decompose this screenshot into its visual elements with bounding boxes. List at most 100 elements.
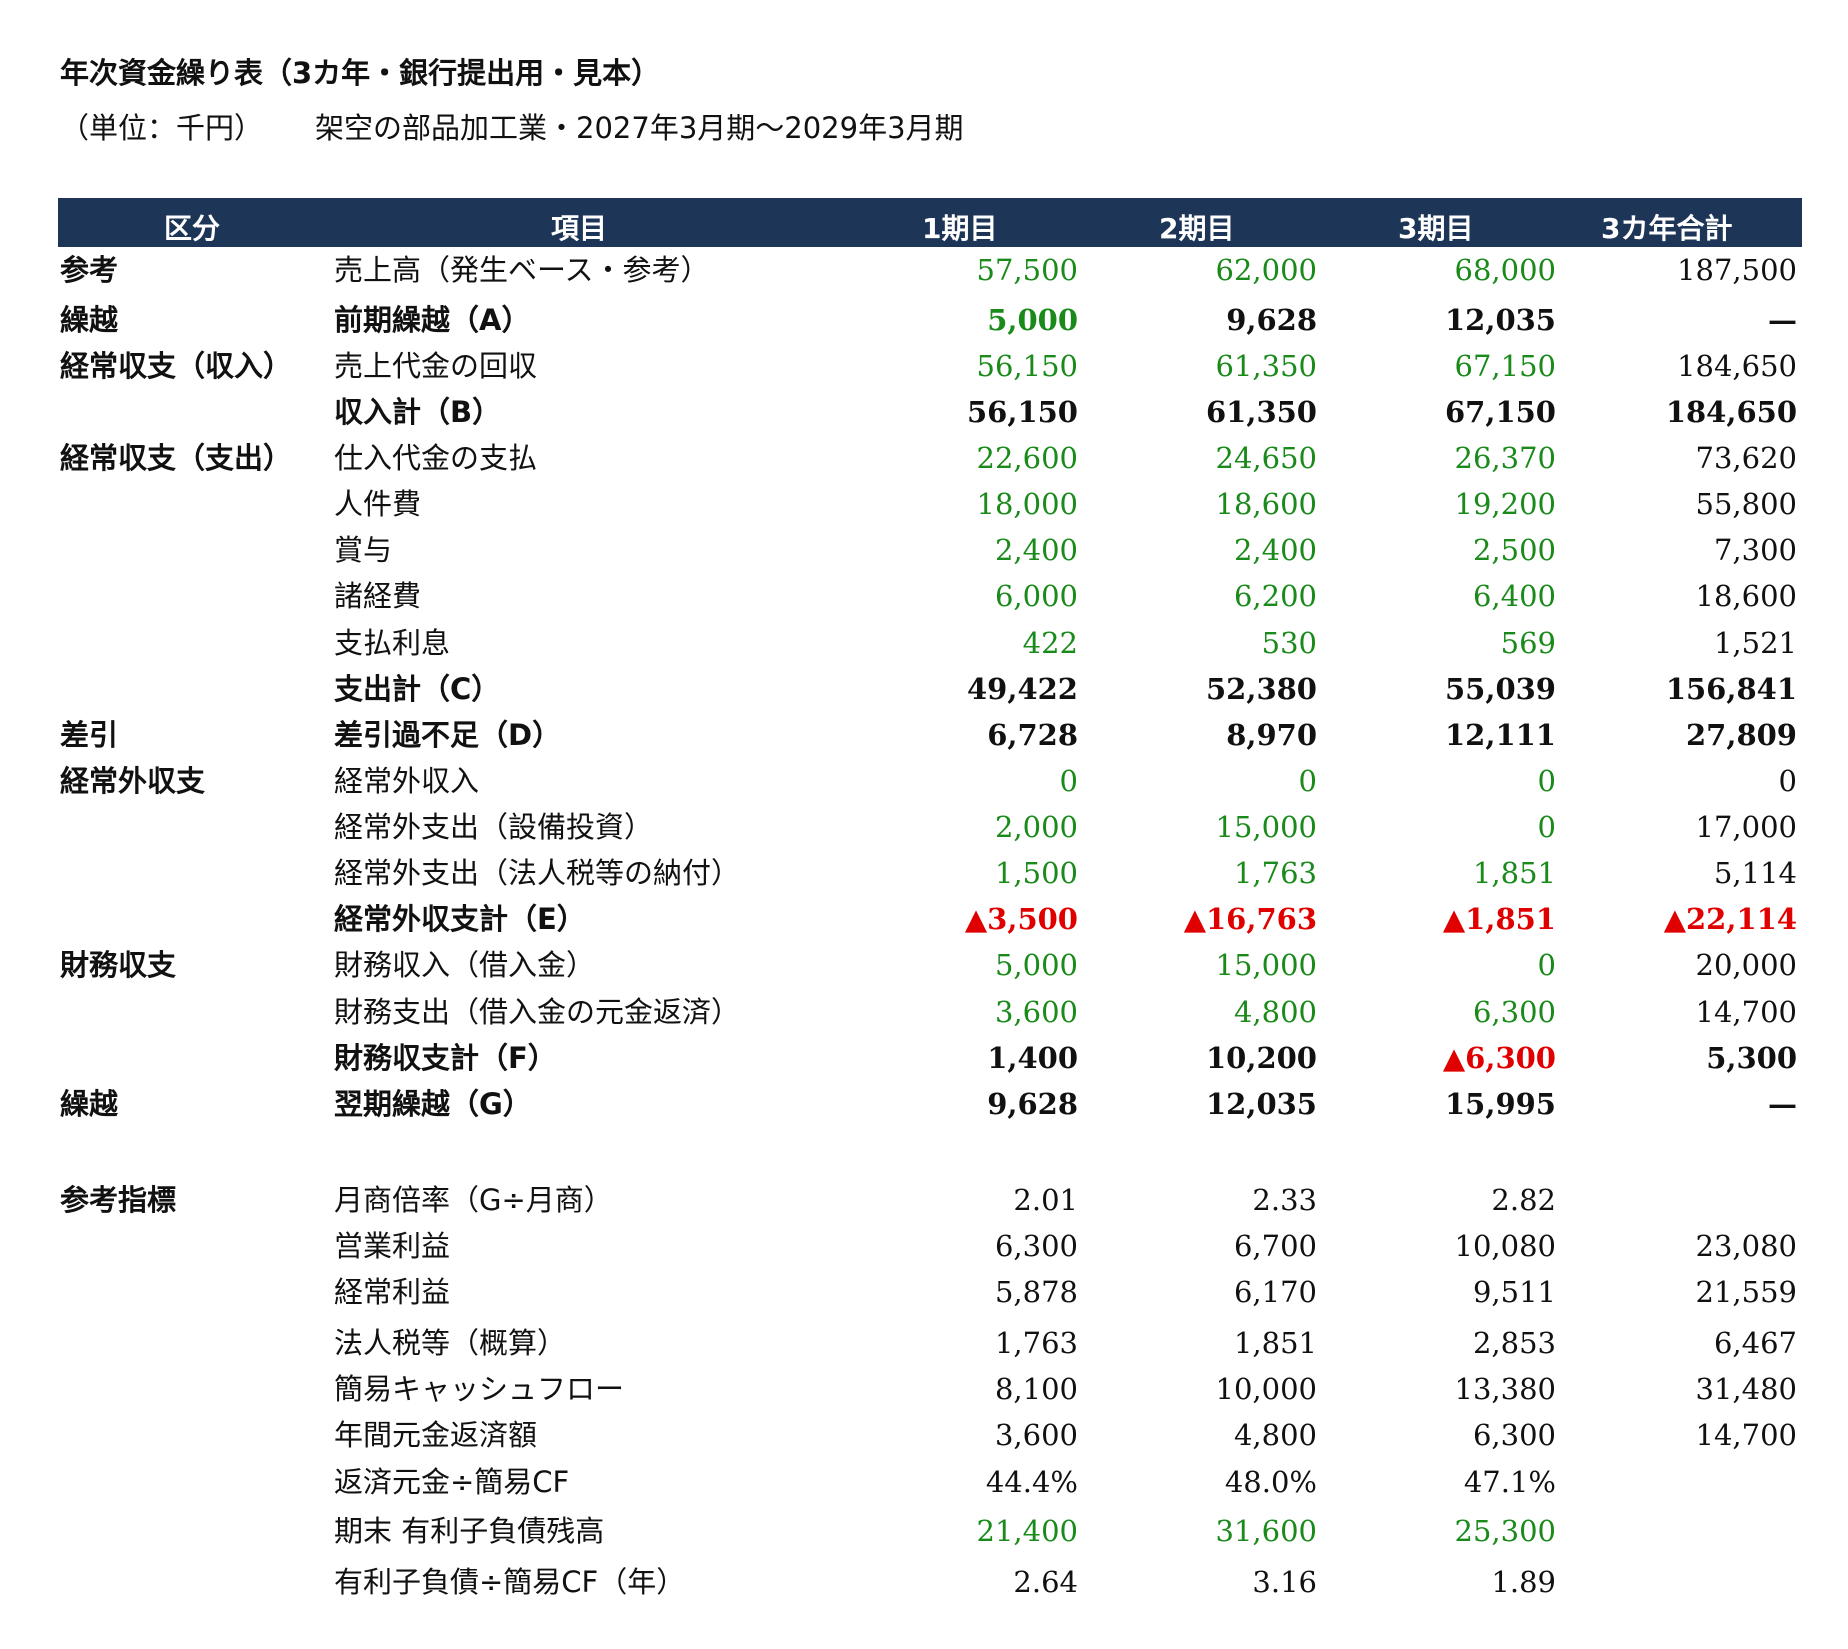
table-row: 経常外収支 経常外収入 0 0 0 0	[0, 761, 1848, 807]
row-category: 参考指標	[60, 1183, 177, 1217]
cell-period-2: 1,851	[1233, 1326, 1317, 1360]
cell-period-3: 1.89	[1491, 1565, 1556, 1599]
table-row: 経常外支出（設備投資） 2,000 15,000 0 17,000	[0, 807, 1848, 853]
cell-period-1: 56,150	[967, 395, 1078, 429]
cell-period-4: 17,000	[1695, 810, 1797, 844]
table-row: 返済元金÷簡易CF 44.4% 48.0% 47.1%	[0, 1462, 1848, 1508]
cell-period-2: 10,000	[1215, 1372, 1317, 1406]
table-row: 法人税等（概算） 1,763 1,851 2,853 6,467	[0, 1323, 1848, 1369]
row-category: 繰越	[60, 303, 119, 337]
header-item: 項目	[551, 212, 608, 245]
row-item: 有利子負債÷簡易CF（年）	[334, 1565, 686, 1599]
cell-period-2: 62,000	[1215, 253, 1317, 287]
cell-period-4: 187,500	[1677, 253, 1797, 287]
sheet-title: 年次資金繰り表（3カ年・銀行提出用・見本）	[60, 56, 661, 90]
table-row: 財務収支 財務収入（借入金） 5,000 15,000 0 20,000	[0, 945, 1848, 991]
cell-period-2: 24,650	[1215, 441, 1317, 475]
cell-period-4: ▲22,114	[1663, 902, 1797, 936]
cell-period-4: 5,114	[1713, 856, 1797, 890]
cell-period-1: 422	[1022, 626, 1078, 660]
sheet-subtitle: （単位：千円） 架空の部品加工業・2027年3月期～2029年3月期	[60, 105, 964, 147]
cell-period-3: 9,511	[1472, 1275, 1556, 1309]
cell-period-3: 0	[1537, 948, 1556, 982]
cell-period-3: 68,000	[1454, 253, 1556, 287]
cell-period-2: 4,800	[1233, 995, 1317, 1029]
cell-period-1: 5,878	[994, 1275, 1078, 1309]
cell-period-1: 2,400	[994, 533, 1078, 567]
table-row: 財務支出（借入金の元金返済） 3,600 4,800 6,300 14,700	[0, 992, 1848, 1038]
row-item: 経常利益	[334, 1275, 451, 1309]
cell-period-3: ▲6,300	[1442, 1041, 1556, 1075]
table-header: 区分 項目 1期目 2期目 3期目 3カ年合計	[58, 198, 1802, 247]
cell-period-1: 5,000	[994, 948, 1078, 982]
row-category: 参考	[60, 253, 119, 287]
row-item: 営業利益	[334, 1229, 451, 1263]
cell-period-1: ▲3,500	[964, 902, 1078, 936]
table-row: 期末 有利子負債残高 21,400 31,600 25,300	[0, 1511, 1848, 1557]
cell-period-2: 61,350	[1215, 349, 1317, 383]
row-item: 前期繰越（A）	[334, 303, 531, 337]
table-row: 経常収支（収入） 売上代金の回収 56,150 61,350 67,150 184,650	[0, 346, 1848, 392]
cell-period-4: 7,300	[1713, 533, 1797, 567]
cell-period-3: 1,851	[1472, 856, 1556, 890]
header-period-2: 2期目	[1159, 212, 1235, 245]
cell-period-1: 2.64	[1013, 1565, 1078, 1599]
row-item: 売上代金の回収	[334, 349, 538, 383]
row-item: 翌期繰越（G）	[334, 1087, 532, 1121]
cell-period-3: 67,150	[1445, 395, 1556, 429]
row-item: 仕入代金の支払	[334, 441, 538, 475]
cell-period-1: 56,150	[976, 349, 1078, 383]
table-row: 経常利益 5,878 6,170 9,511 21,559	[0, 1272, 1848, 1318]
cell-period-2: 10,200	[1206, 1041, 1317, 1075]
table-row: 参考指標 月商倍率（G÷月商） 2.01 2.33 2.82	[0, 1180, 1848, 1226]
cell-period-1: 0	[1059, 764, 1078, 798]
cell-period-3: 6,400	[1472, 579, 1556, 613]
cell-period-1: 49,422	[967, 672, 1078, 706]
row-item: 賞与	[334, 533, 393, 567]
row-item: 支払利息	[334, 626, 451, 660]
cell-period-3: 2,853	[1472, 1326, 1556, 1360]
cell-period-4: 6,467	[1713, 1326, 1797, 1360]
table-row: 営業利益 6,300 6,700 10,080 23,080	[0, 1226, 1848, 1272]
cell-period-1: 8,100	[994, 1372, 1078, 1406]
row-category: 経常収支（支出）	[60, 441, 293, 475]
table-row: 収入計（B） 56,150 61,350 67,150 184,650	[0, 392, 1848, 438]
cell-period-3: 19,200	[1454, 487, 1556, 521]
row-item: 期末 有利子負債残高	[334, 1514, 605, 1548]
cell-period-4: 5,300	[1706, 1041, 1797, 1075]
table-row: 賞与 2,400 2,400 2,500 7,300	[0, 530, 1848, 576]
cell-period-2: 9,628	[1226, 303, 1317, 337]
cell-period-4: 156,841	[1665, 672, 1797, 706]
cell-period-2: 15,000	[1215, 810, 1317, 844]
row-item: 差引過不足（D）	[334, 718, 562, 752]
table-row: 簡易キャッシュフロー 8,100 10,000 13,380 31,480	[0, 1369, 1848, 1415]
cell-period-3: 55,039	[1445, 672, 1556, 706]
cell-period-2: 31,600	[1215, 1514, 1317, 1548]
cell-period-1: 9,628	[987, 1087, 1078, 1121]
cell-period-1: 6,000	[994, 579, 1078, 613]
cell-period-3: 2.82	[1491, 1183, 1556, 1217]
cell-period-4: 73,620	[1695, 441, 1797, 475]
row-item: 財務支出（借入金の元金返済）	[334, 995, 741, 1029]
row-category: 経常収支（収入）	[60, 349, 293, 383]
row-category: 差引	[60, 718, 119, 752]
table-row: 支出計（C） 49,422 52,380 55,039 156,841	[0, 669, 1848, 715]
header-period-3: 3期目	[1398, 212, 1474, 245]
row-item: 財務収支計（F）	[334, 1041, 557, 1075]
cell-period-3: 25,300	[1454, 1514, 1556, 1548]
cell-period-1: 1,763	[994, 1326, 1078, 1360]
cell-period-1: 44.4%	[985, 1465, 1078, 1499]
cell-period-4: 14,700	[1695, 995, 1797, 1029]
table-row: 経常外支出（法人税等の納付） 1,500 1,763 1,851 5,114	[0, 853, 1848, 899]
table-row: 財務収支計（F） 1,400 10,200 ▲6,300 5,300	[0, 1038, 1848, 1084]
row-item: 収入計（B）	[334, 395, 502, 429]
table-row: 諸経費 6,000 6,200 6,400 18,600	[0, 576, 1848, 622]
cell-period-1: 22,600	[976, 441, 1078, 475]
table-row: 経常外収支計（E） ▲3,500 ▲16,763 ▲1,851 ▲22,114	[0, 899, 1848, 945]
cell-period-1: 3,600	[994, 1418, 1078, 1452]
cell-period-1: 2.01	[1013, 1183, 1078, 1217]
cell-period-3: ▲1,851	[1442, 902, 1556, 936]
cell-period-3: 6,300	[1472, 1418, 1556, 1452]
row-item: 法人税等（概算）	[334, 1326, 567, 1360]
table-row: 支払利息 422 530 569 1,521	[0, 623, 1848, 669]
